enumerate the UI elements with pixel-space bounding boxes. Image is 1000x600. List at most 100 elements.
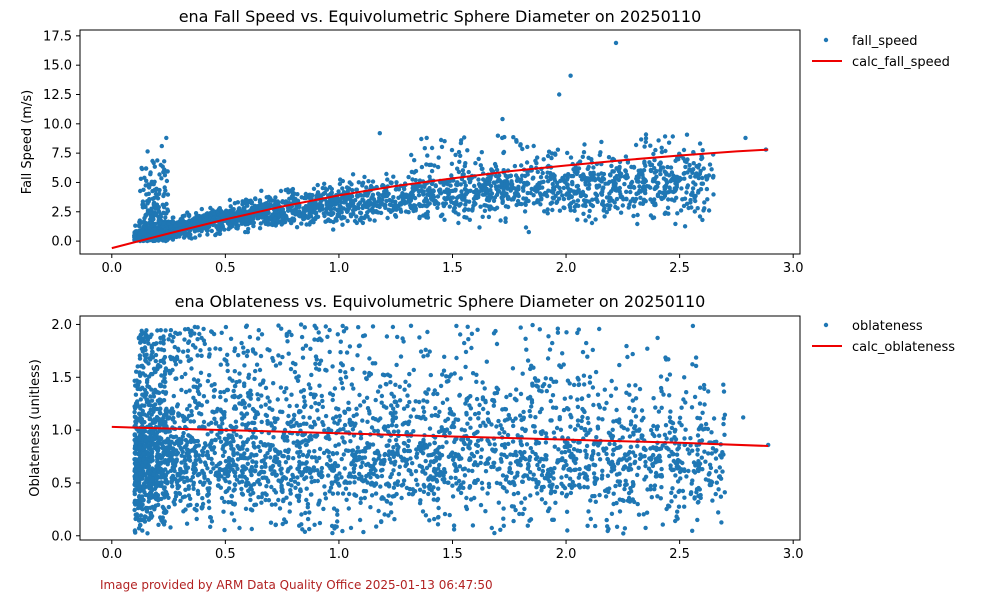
data-point — [243, 229, 248, 235]
data-point — [249, 465, 254, 470]
data-point — [709, 430, 714, 435]
data-point — [669, 490, 674, 495]
data-point — [382, 452, 387, 458]
data-point — [257, 448, 263, 454]
data-point — [335, 214, 340, 219]
data-point — [673, 188, 678, 193]
fall-speed-chart: ena Fall Speed vs. Equivolumetric Sphere… — [20, 7, 950, 276]
data-point — [209, 228, 214, 234]
data-point — [307, 222, 312, 227]
data-point — [537, 185, 543, 190]
data-point — [268, 455, 273, 460]
data-point — [457, 194, 462, 199]
data-point — [264, 201, 269, 206]
data-point — [588, 427, 593, 432]
data-point — [419, 188, 424, 193]
data-point — [264, 195, 269, 200]
data-point — [463, 161, 468, 166]
data-point — [450, 483, 455, 488]
data-point — [622, 181, 627, 187]
data-point — [524, 160, 530, 165]
data-point — [258, 404, 264, 409]
data-point — [438, 137, 444, 143]
data-point — [149, 179, 154, 184]
fall-speed-points — [132, 40, 769, 244]
data-point — [220, 453, 226, 458]
data-point — [589, 220, 595, 226]
data-point — [335, 519, 340, 524]
data-point — [478, 163, 483, 168]
data-point — [693, 182, 698, 187]
data-point — [335, 491, 341, 496]
data-point — [257, 226, 263, 231]
data-point — [463, 401, 468, 406]
data-point — [489, 525, 494, 531]
data-point — [340, 323, 345, 329]
data-point — [457, 203, 462, 208]
data-point — [610, 179, 615, 184]
data-point — [429, 145, 435, 151]
data-point — [535, 169, 540, 175]
data-point — [608, 393, 614, 398]
data-point — [344, 185, 350, 190]
data-point — [143, 212, 148, 218]
x-tick-label: 1.5 — [442, 261, 463, 276]
data-point — [640, 201, 646, 206]
data-point — [632, 199, 637, 204]
data-point — [548, 201, 553, 206]
data-point — [335, 207, 340, 213]
data-point — [152, 227, 158, 232]
data-point — [653, 474, 659, 479]
data-point — [582, 475, 588, 480]
data-point — [370, 442, 376, 447]
data-point — [386, 493, 391, 498]
data-point — [613, 483, 618, 489]
data-point — [538, 175, 544, 180]
data-point — [522, 496, 528, 501]
data-point — [172, 441, 177, 446]
data-point — [502, 445, 508, 450]
legend-marker-points — [823, 37, 829, 43]
data-point — [659, 145, 664, 150]
data-point — [367, 200, 372, 205]
data-point — [689, 490, 694, 495]
data-point — [567, 381, 572, 386]
data-point — [458, 153, 463, 158]
data-point — [635, 472, 640, 478]
data-point — [489, 464, 494, 470]
data-point — [302, 476, 307, 482]
data-point — [583, 200, 588, 205]
data-point — [425, 209, 430, 215]
data-point — [166, 221, 171, 226]
data-point — [515, 490, 521, 496]
data-point — [495, 189, 501, 195]
y-tick-label: 12.5 — [43, 88, 72, 103]
data-point — [400, 197, 406, 202]
data-point — [133, 223, 138, 228]
data-point — [287, 509, 292, 514]
data-point — [361, 399, 367, 404]
data-point — [674, 184, 679, 190]
data-point — [506, 441, 511, 447]
data-point — [526, 181, 531, 186]
data-point — [698, 168, 703, 174]
data-point — [166, 504, 171, 510]
data-point — [193, 235, 198, 240]
data-point — [700, 181, 706, 186]
data-point — [407, 399, 412, 405]
data-point — [254, 460, 259, 465]
data-point — [444, 440, 449, 445]
data-point — [302, 399, 307, 404]
y-tick-label: 7.5 — [51, 147, 72, 162]
data-point — [512, 195, 517, 200]
data-point — [583, 218, 588, 223]
data-point — [555, 147, 561, 152]
data-point — [150, 196, 155, 201]
data-point — [642, 188, 648, 193]
data-point — [512, 163, 518, 169]
data-point — [688, 436, 693, 441]
data-point — [587, 182, 592, 187]
data-point — [494, 205, 500, 210]
data-point — [390, 324, 396, 330]
data-point — [585, 523, 590, 528]
